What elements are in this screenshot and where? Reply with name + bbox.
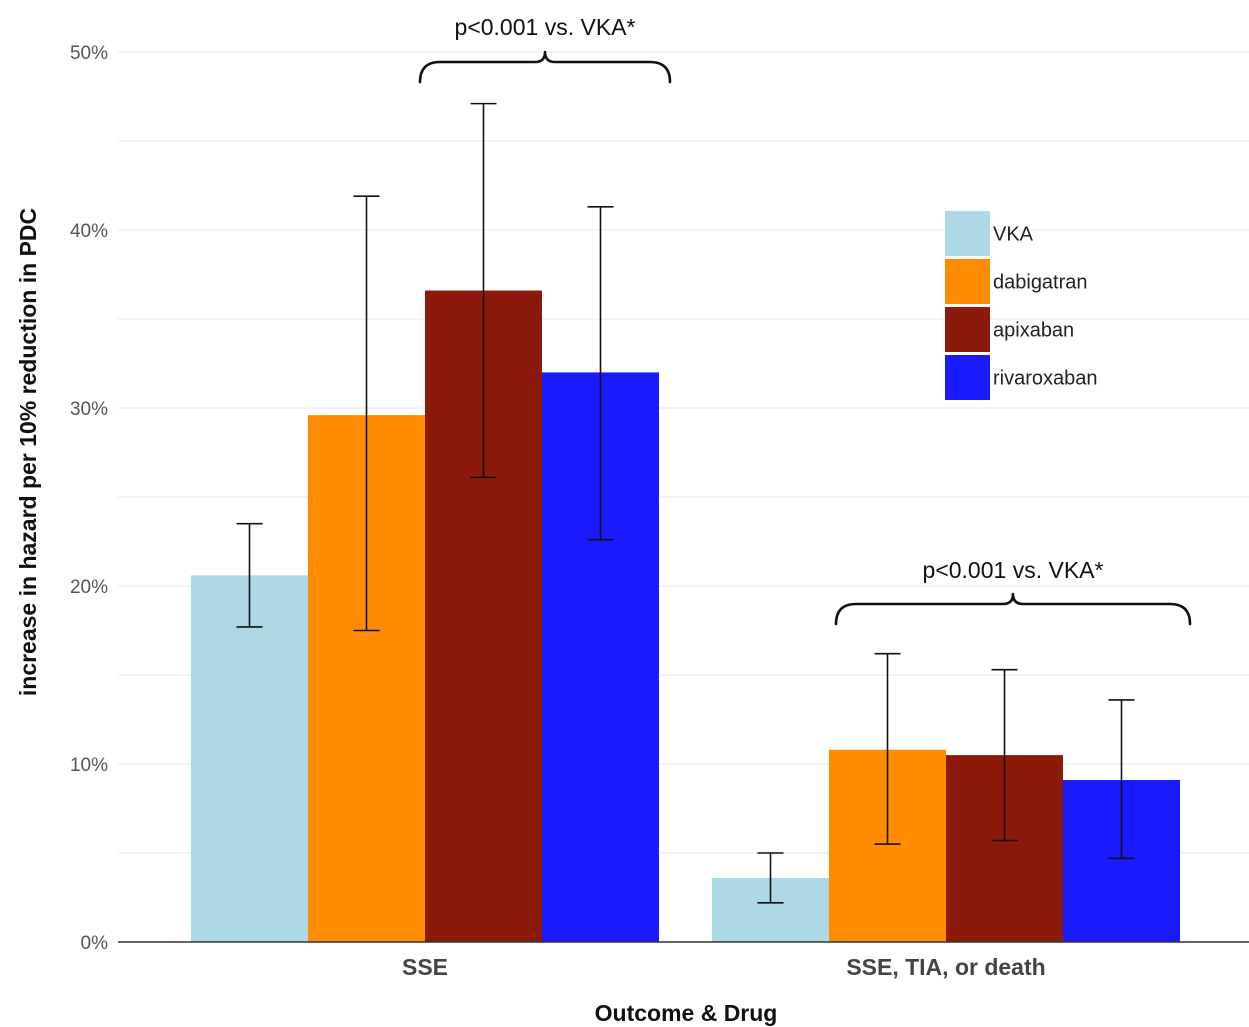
error-bars bbox=[236, 102, 1135, 904]
y-tick-label: 20% bbox=[70, 577, 108, 598]
curly-brace bbox=[834, 592, 1192, 626]
y-tick-label: 0% bbox=[81, 933, 109, 954]
legend-swatch bbox=[945, 355, 990, 400]
annotation-text: p<0.001 vs. VKA* bbox=[923, 557, 1104, 583]
legend-label: rivaroxaban bbox=[993, 368, 1098, 390]
legend-label: dabigatran bbox=[993, 272, 1088, 294]
curly-brace bbox=[418, 50, 672, 84]
legend-swatch bbox=[945, 259, 990, 304]
annotation-text: p<0.001 vs. VKA* bbox=[455, 14, 636, 40]
y-tick-label: 50% bbox=[70, 43, 108, 64]
y-tick-label: 10% bbox=[70, 755, 108, 776]
legend-swatch bbox=[945, 307, 990, 352]
x-axis-title: Outcome & Drug bbox=[595, 1000, 778, 1026]
legend-label: apixaban bbox=[993, 320, 1074, 342]
bars bbox=[191, 290, 1180, 942]
bar bbox=[191, 575, 308, 942]
legend: VKA dabigatran apixaban rivaroxaban bbox=[945, 211, 1098, 400]
x-category-label: SSE bbox=[402, 954, 448, 980]
y-axis-title: increase in hazard per 10% reduction in … bbox=[15, 208, 41, 696]
legend-swatch bbox=[945, 211, 990, 256]
x-axis-categories: SSE SSE, TIA, or death bbox=[402, 954, 1046, 980]
annotations: p<0.001 vs. VKA* p<0.001 vs. VKA* bbox=[418, 14, 1192, 626]
x-category-label: SSE, TIA, or death bbox=[846, 954, 1045, 980]
y-tick-label: 30% bbox=[70, 399, 108, 420]
y-axis-ticks: 0% 10% 20% 30% 40% 50% bbox=[70, 43, 108, 954]
legend-label: VKA bbox=[993, 224, 1034, 246]
y-tick-label: 40% bbox=[70, 221, 108, 242]
